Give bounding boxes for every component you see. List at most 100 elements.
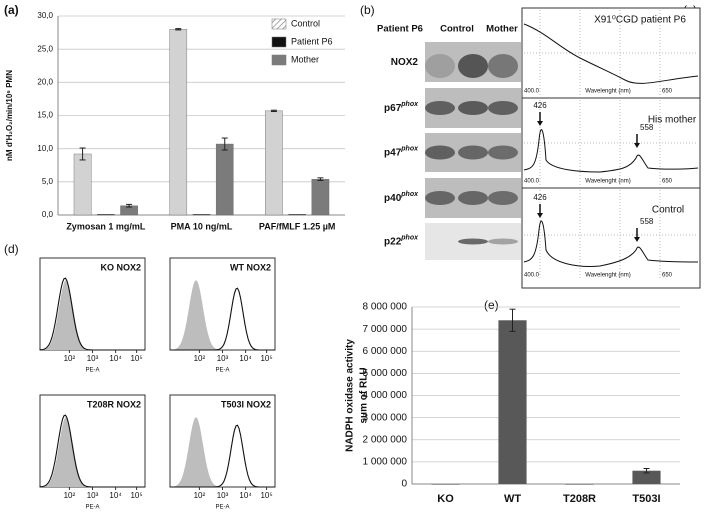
- y-tick-label: 7 000 000: [363, 324, 408, 335]
- y-tick-label: 0,0: [42, 210, 54, 219]
- x-tick-label: 10³: [87, 354, 99, 363]
- peak-label: 558: [640, 123, 654, 132]
- x-tick-label: PMA 10 ng/mL: [171, 221, 233, 231]
- x-label: Wavelenght (nm): [585, 273, 630, 279]
- x-tick-label: WT: [504, 493, 521, 505]
- x-tick-label: 10²: [64, 354, 76, 363]
- x-tick-label: 10⁴: [109, 354, 122, 363]
- x-tick-label: 10⁵: [130, 354, 142, 363]
- spectrum: [523, 129, 699, 173]
- blot-band: [488, 101, 518, 115]
- x-end: 650: [662, 179, 673, 185]
- y-tick-label: 6 000 000: [363, 346, 408, 357]
- control-histogram: [40, 417, 145, 487]
- control-histogram: [170, 280, 275, 350]
- x-tick-label: 10²: [194, 491, 206, 500]
- blot-band: [458, 101, 488, 115]
- y-tick-label: 5,0: [42, 177, 54, 186]
- blot-band: [425, 145, 455, 160]
- x-tick-label: KO: [437, 493, 454, 505]
- panel-label: (d): [4, 242, 19, 256]
- spectrum-title: Control: [652, 205, 684, 216]
- bar: [265, 110, 283, 216]
- blot-band: [488, 145, 518, 160]
- y-tick-label: 0: [401, 479, 407, 490]
- spectrum-title: His mother: [648, 115, 697, 126]
- bar: [311, 178, 330, 216]
- sample-histogram: [170, 424, 275, 488]
- x-label: Wavelenght (nm): [585, 89, 630, 95]
- y-tick-label: 8 000 000: [363, 302, 408, 313]
- x-tick-label: 10⁵: [260, 354, 272, 363]
- x-tick-label: T503I: [632, 493, 660, 505]
- bar: [215, 143, 234, 216]
- x-tick-label: T208R: [563, 493, 596, 505]
- control-histogram: [40, 280, 145, 350]
- bar: [73, 153, 92, 216]
- protein-name: p40: [384, 193, 402, 204]
- spectrum: [523, 23, 699, 84]
- y-axis-label: nM d'H₂O₂/min/10⁶ PMN: [5, 70, 14, 161]
- bar: [97, 214, 115, 216]
- blot-band: [488, 191, 518, 205]
- y-tick-label: 30,0: [37, 11, 53, 20]
- control-histogram: [170, 417, 275, 487]
- legend-label: Control: [291, 18, 320, 28]
- x-tick-label: 10⁴: [239, 354, 252, 363]
- y-tick-label: 5 000 000: [363, 368, 408, 379]
- blot-band: [458, 238, 488, 245]
- lane-label: Control: [440, 24, 474, 35]
- spectra-frame: [521, 7, 701, 289]
- x-tick-label: 10⁴: [239, 491, 252, 500]
- x-label: Wavelenght (nm): [585, 179, 630, 185]
- protein-label: p22phox: [384, 234, 419, 247]
- sample-histogram: [39, 414, 145, 488]
- legend-label: Patient P6: [291, 36, 333, 46]
- x-start: 400.0: [524, 89, 540, 95]
- protein-name: NOX2: [391, 57, 419, 68]
- blot-band: [425, 191, 455, 205]
- protein-name: p47: [384, 147, 402, 158]
- x-axis-label: PE-A: [85, 368, 99, 374]
- x-axis-label: PE-A: [85, 505, 99, 511]
- spectrum: [523, 220, 699, 267]
- lane-label: Mother: [486, 24, 518, 35]
- sample-histogram: [39, 277, 145, 351]
- bar: [565, 484, 594, 485]
- legend-swatch: [271, 36, 287, 48]
- y-tick-label: 10,0: [37, 144, 53, 153]
- x-end: 650: [662, 89, 673, 95]
- protein-label: p40phox: [384, 191, 419, 204]
- x-tick-label: 10³: [87, 491, 99, 500]
- spectrum-title: X91⁰CGD patient P6: [594, 15, 686, 26]
- protein-sup: phox: [400, 101, 419, 108]
- y-tick-label: 15,0: [37, 111, 53, 120]
- protein-sup: phox: [400, 145, 419, 152]
- legend-swatch: [271, 18, 287, 30]
- protein-name: p22: [384, 236, 402, 247]
- y-tick-label: 1 000 000: [363, 457, 408, 468]
- arrow-head: [537, 121, 543, 126]
- sample-histogram: [170, 287, 275, 351]
- blot-band: [488, 238, 518, 245]
- histogram-title: T503I NOX2: [221, 399, 271, 409]
- protein-sup: phox: [400, 191, 419, 198]
- protein-label: NOX2: [391, 57, 419, 68]
- blot-band: [458, 145, 488, 160]
- arrow-head: [634, 237, 640, 242]
- histogram-title: WT NOX2: [230, 262, 271, 272]
- protein-label: p47phox: [384, 145, 419, 158]
- bar: [169, 29, 188, 216]
- y-tick-label: 20,0: [37, 77, 53, 86]
- x-tick-label: 10²: [194, 354, 206, 363]
- y-tick-label: 25,0: [37, 44, 53, 53]
- x-axis-label: PE-A: [215, 368, 229, 374]
- legend-label: Mother: [291, 54, 319, 64]
- lane-label: Patient P6: [377, 24, 423, 35]
- blot-band: [425, 54, 455, 78]
- blot-band: [425, 101, 455, 115]
- x-tick-label: 10⁵: [260, 491, 272, 500]
- bar: [498, 320, 527, 484]
- blot-band: [458, 191, 488, 205]
